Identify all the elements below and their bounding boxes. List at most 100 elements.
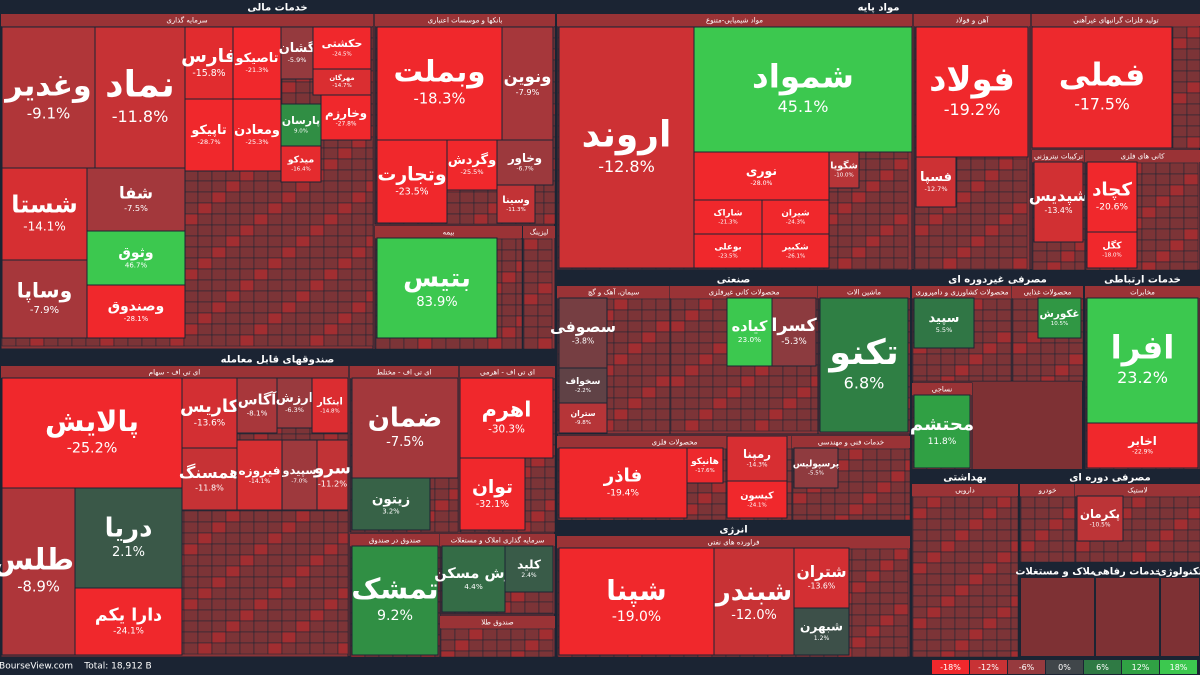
- stock-change: -22.9%: [1132, 449, 1153, 455]
- filler-cell: [740, 397, 756, 410]
- filler-cell: [879, 570, 895, 583]
- stock-tile: فولاد-19.2%: [915, 26, 1029, 158]
- filler-cell: [697, 492, 713, 505]
- filler-cell: [876, 470, 892, 483]
- stock-name: تکنو: [827, 333, 898, 373]
- filler-cell: [473, 213, 489, 225]
- filler-cell: [627, 331, 643, 344]
- stock-change: -10.5%: [1090, 522, 1111, 528]
- stock-tile: کچاد-20.6%: [1086, 161, 1138, 233]
- filler-cell: [197, 642, 213, 655]
- stock-change: 5.5%: [936, 326, 953, 334]
- filler-cell: [323, 246, 339, 259]
- filler-cell: [281, 268, 297, 281]
- sector-title: خدمات ارتباطی: [1104, 275, 1181, 286]
- filler-cell: [1187, 496, 1200, 509]
- filler-cell: [375, 337, 391, 350]
- filler-cell: [267, 213, 283, 226]
- filler-cell: [445, 202, 461, 215]
- filler-cell: [982, 529, 998, 542]
- filler-cell: [796, 364, 812, 377]
- tile: [376, 26, 503, 141]
- filler-cell: [351, 290, 367, 303]
- filler-cell: [670, 309, 686, 322]
- filler-cell: [996, 320, 1012, 333]
- filler-cell: [323, 598, 339, 611]
- filler-cell: [641, 386, 657, 399]
- filler-cell: [712, 320, 728, 333]
- filler-cell: [954, 375, 970, 382]
- stock-tile: ارزش-6.3%: [276, 377, 313, 429]
- filler-cell: [281, 576, 297, 589]
- filler-cell: [295, 257, 311, 270]
- filler-cell: [365, 158, 374, 171]
- stock-change: -11.8%: [195, 482, 224, 492]
- filler-cell: [837, 257, 853, 270]
- filler-cell: [982, 573, 998, 586]
- filler-cell: [239, 609, 255, 622]
- filler-cell: [501, 249, 517, 262]
- filler-cell: [225, 279, 241, 292]
- filler-cell: [796, 397, 812, 410]
- filler-cell: [239, 510, 255, 523]
- total: Total: 18,912 B: [83, 662, 151, 672]
- filler-cell: [515, 271, 523, 284]
- filler-cell: [851, 592, 867, 605]
- filler-cell: [295, 532, 311, 545]
- group: ای تی اف - سهامپالایش-25.2%کاریس-13.6%آگ…: [0, 365, 351, 658]
- filler-cell: [968, 562, 984, 575]
- filler-cell: [698, 364, 714, 377]
- filler-cell: [970, 180, 986, 193]
- stock-name: اروند: [582, 114, 672, 155]
- filler-cell: [928, 235, 944, 248]
- filler-cell: [726, 408, 742, 421]
- group-title: سرمایه گذاری املاک و مستغلات: [451, 536, 545, 545]
- filler-cell: [740, 408, 756, 421]
- stock-change: -7.5%: [386, 435, 424, 450]
- filler-cell: [926, 529, 942, 542]
- stock-change: 2.1%: [112, 545, 145, 560]
- filler-cell: [768, 408, 784, 421]
- filler-cell: [982, 309, 998, 322]
- filler-cell: [893, 603, 909, 616]
- filler-cell: [698, 331, 714, 344]
- stock-name: دریا: [105, 513, 153, 543]
- filler-cell: [926, 562, 942, 575]
- filler-cell: [309, 180, 325, 193]
- filler-cell: [225, 565, 241, 578]
- filler-cell: [613, 309, 629, 322]
- filler-cell: [515, 238, 523, 251]
- stock-tile: وگردش-25.5%: [446, 139, 498, 191]
- filler-cell: [912, 496, 928, 509]
- filler-cell: [337, 235, 353, 248]
- filler-cell: [281, 224, 297, 237]
- stock-name: نماد: [105, 64, 175, 105]
- sector: املاک و مستغلات: [1015, 563, 1100, 658]
- filler-cell: [281, 312, 297, 325]
- filler-cell: [225, 257, 241, 270]
- stock-name: سصوفی: [550, 318, 616, 336]
- filler-cell: [267, 301, 283, 314]
- filler-cell: [1012, 180, 1028, 193]
- filler-cell: [337, 246, 353, 259]
- filler-cell: [183, 532, 199, 545]
- filler-cell: [183, 323, 199, 336]
- group-title: ای تی اف - مختلط: [376, 369, 431, 377]
- filler-cell: [323, 191, 339, 204]
- group-title: محصولات کشاورزی و دامپروری: [916, 289, 1009, 297]
- filler-cell: [197, 268, 213, 281]
- filler-cell: [281, 521, 297, 534]
- filler-cell: [684, 419, 700, 432]
- filler-cell: [670, 364, 686, 377]
- filler-cell: [197, 554, 213, 567]
- tile: [86, 230, 186, 286]
- filler-cell: [1074, 250, 1086, 263]
- filler-cell: [365, 312, 374, 325]
- filler-cell: [613, 375, 629, 388]
- filler-cell: [267, 180, 283, 193]
